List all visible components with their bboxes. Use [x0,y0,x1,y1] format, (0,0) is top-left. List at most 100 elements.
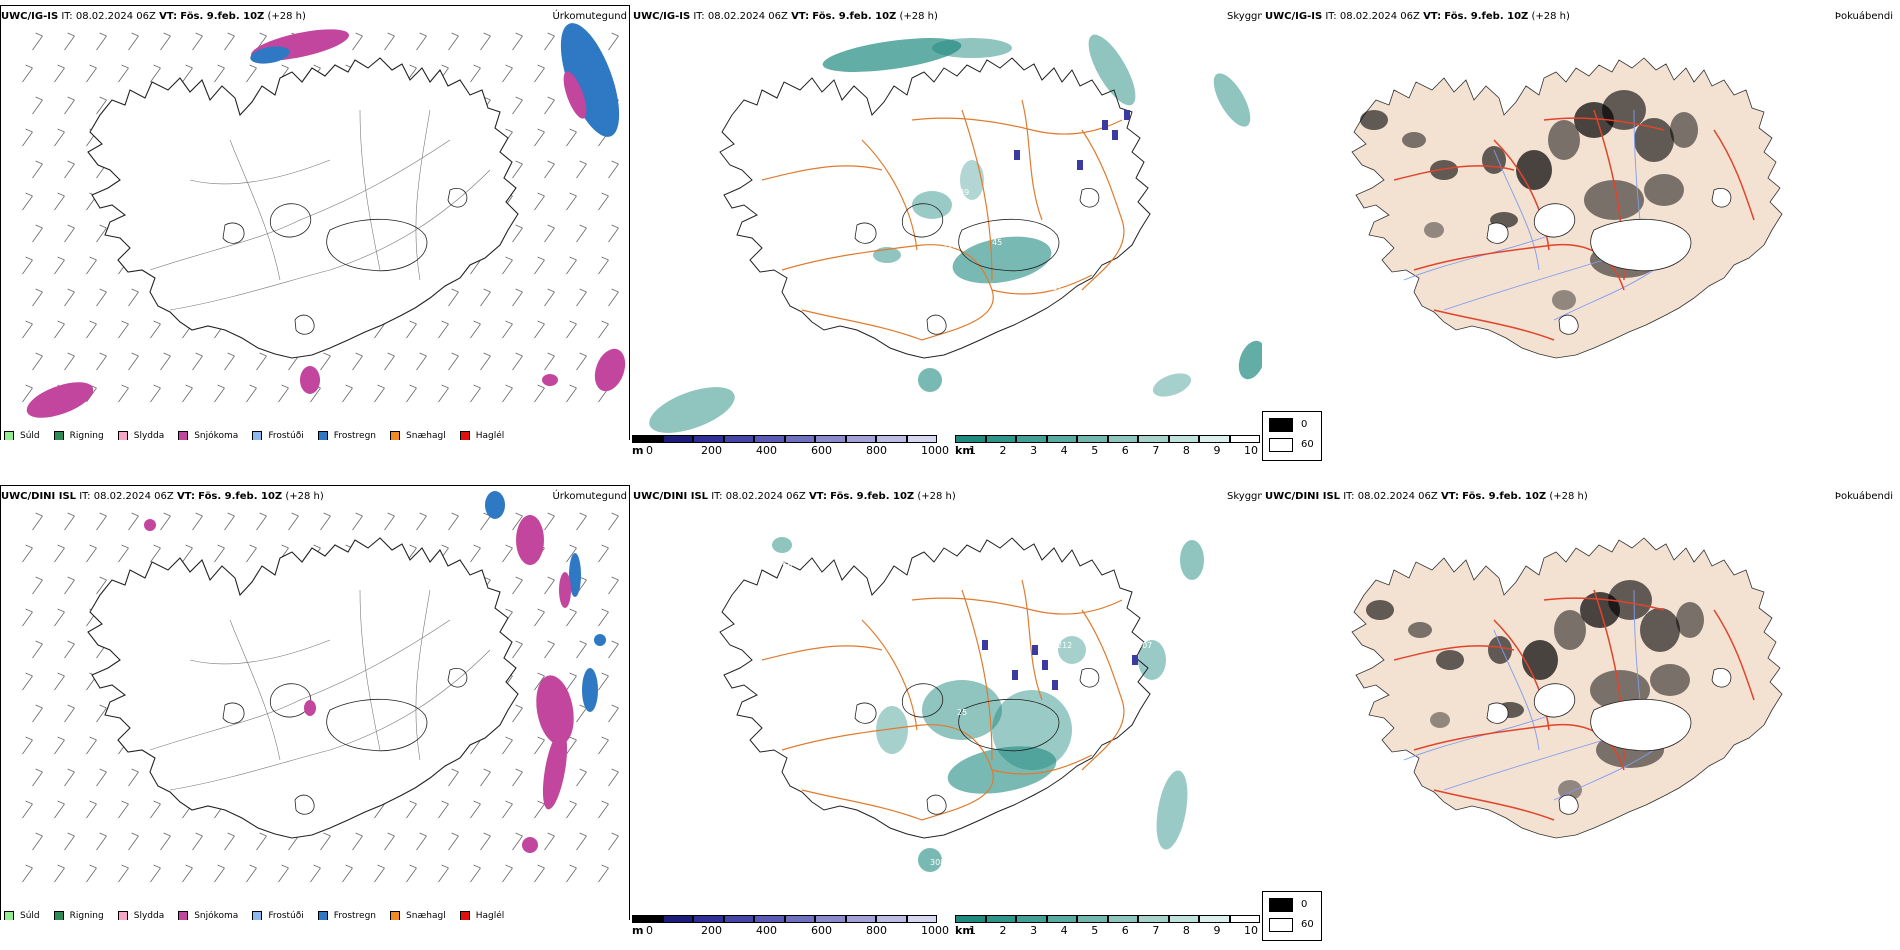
wind-barb [246,384,257,403]
wind-barb [64,640,75,659]
wind-barb [96,512,107,531]
wind-barb [22,384,33,403]
wind-barb [608,576,619,595]
wind-barb [352,352,363,371]
legend-label: Slydda [133,431,165,440]
fog-key-swatch [1269,438,1293,452]
wind-barb [598,544,609,563]
cloud-base-area [982,640,988,650]
wind-barb [470,800,481,819]
wind-barb [406,384,417,403]
wind-barb [512,576,523,595]
legend-item: Snjókoma [178,431,238,440]
legend-label: Frostúði [268,431,304,440]
panel-header: UWC/DINI ISL IT: 08.02.2024 06Z VT: Fös.… [633,491,956,502]
glacier-outline [926,794,947,815]
wind-barb [54,192,65,211]
colorbar-swatch [632,435,663,443]
wind-barb [64,832,75,851]
wind-barb [566,256,577,275]
wind-barb [32,32,43,51]
wind-barb [22,192,33,211]
wind-barb [566,800,577,819]
wind-barb [118,544,129,563]
river-line [1493,629,1540,751]
cloud-base-label: 316 [942,241,957,250]
wind-barb [384,352,395,371]
colorbar-swatch [1168,915,1199,923]
wind-barb [128,352,139,371]
wind-barb [544,32,555,51]
panel-header: UWC/IG-IS IT: 08.02.2024 06Z VT: Fös. 9.… [1265,11,1570,22]
panel-frame [0,485,630,920]
precip-legend: Súld Rigning Slydda Snjókoma Frostúði Frostre… [4,427,518,440]
cloud-base-label: 56 [782,561,792,570]
cloud-base-label: 231 [957,666,972,675]
road-line [1493,139,1550,251]
wind-barb [438,320,449,339]
precip-area [522,837,538,853]
wind-barb [352,32,363,51]
wind-barb [278,384,289,403]
colorbar-swatch [1199,435,1230,443]
wind-barb [598,608,609,627]
panel-frame [0,5,630,440]
legend-item: Frostúði [252,431,304,440]
wind-barb [576,704,587,723]
wind-barb [544,288,555,307]
wind-barb [150,864,161,883]
wind-barb [534,800,545,819]
cloud-base-area [1012,670,1018,680]
wind-barb [182,544,193,563]
cloud-base-area [1042,660,1048,670]
colorbar-swatch [955,435,986,443]
glacier-outline [1711,187,1732,208]
wind-barb [22,256,33,275]
colorbar-tick: 3 [1030,924,1038,937]
legend-item: Slydda [117,911,164,920]
wind-barb [534,64,545,83]
wind-barb [182,384,193,403]
glacier-outline [1486,702,1509,724]
wind-barb [534,864,545,883]
wind-barb [128,32,139,51]
wind-barb [512,224,523,243]
wind-barb [544,640,555,659]
wind-barb [192,832,203,851]
wind-barb [96,704,107,723]
wind-barb [374,384,385,403]
legend-label: Snjókoma [194,431,239,440]
wind-barb [608,640,619,659]
colorbar-swatch [985,435,1016,443]
cloud-base-area [1132,655,1138,665]
wind-barb [86,320,97,339]
wind-barb [512,512,523,531]
glacier-outline [854,222,877,244]
precip-area [485,491,505,519]
legend-swatch [117,431,128,440]
wind-barb [502,544,513,563]
glacier-outline [854,702,877,724]
wind-barb [512,832,523,851]
road-line [1433,789,1555,821]
river-line [359,589,381,751]
wind-barb [86,64,97,83]
wind-barb [214,384,225,403]
colorbar-swatch [906,435,937,443]
legend-item: Rigning [53,911,104,920]
legend-item: Snæhagl [390,911,446,920]
low-visibility-area [822,38,962,72]
legend-swatch [53,911,64,920]
wind-barb [502,320,513,339]
legend-swatch [252,431,263,440]
precip-area [542,374,558,386]
cloud-base-colorbar-top: m 0 200 400 600 800 1000 [632,435,949,457]
road-line [1713,129,1755,221]
colorbar-swatch [1016,435,1047,443]
colorbar-unit: m [632,924,644,937]
fog-area [1366,600,1394,620]
low-visibility-area [1138,640,1166,680]
colorbar-swatch [1016,915,1047,923]
road-line [1543,117,1665,131]
wind-barb [374,864,385,883]
